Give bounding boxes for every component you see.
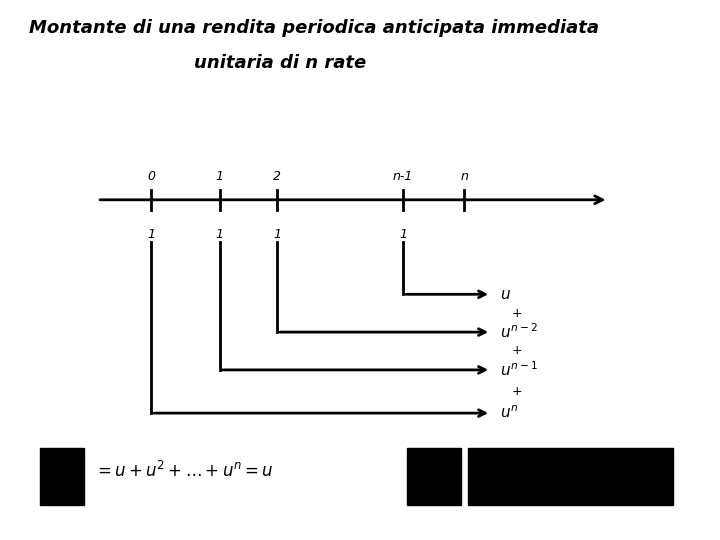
Text: 2: 2	[273, 170, 282, 183]
Text: unitaria di n rate: unitaria di n rate	[194, 54, 366, 72]
Bar	[40, 448, 84, 505]
Text: 1: 1	[215, 170, 224, 183]
Text: 0: 0	[147, 170, 156, 183]
Bar	[468, 448, 673, 505]
Text: $\it{u}$: $\it{u}$	[500, 287, 511, 302]
Text: n: n	[461, 170, 468, 183]
Bar	[407, 448, 461, 505]
Text: +: +	[511, 345, 522, 357]
Text: $\it{u}^{n-1}$: $\it{u}^{n-1}$	[500, 361, 539, 379]
Text: $= u + u^2 + \ldots + u^n = u$: $= u + u^2 + \ldots + u^n = u$	[94, 461, 273, 481]
Text: +: +	[511, 307, 522, 320]
Text: $\it{u}^{n}$: $\it{u}^{n}$	[500, 405, 519, 421]
Text: 1: 1	[215, 228, 224, 241]
Text: $\it{u}^{n-2}$: $\it{u}^{n-2}$	[500, 323, 539, 341]
Text: 1: 1	[147, 228, 156, 241]
Text: n-1: n-1	[393, 170, 413, 183]
Text: +: +	[511, 385, 522, 398]
Text: Montante di una rendita periodica anticipata immediata: Montante di una rendita periodica antici…	[29, 19, 599, 37]
Text: 1: 1	[399, 228, 408, 241]
Text: 1: 1	[273, 228, 282, 241]
